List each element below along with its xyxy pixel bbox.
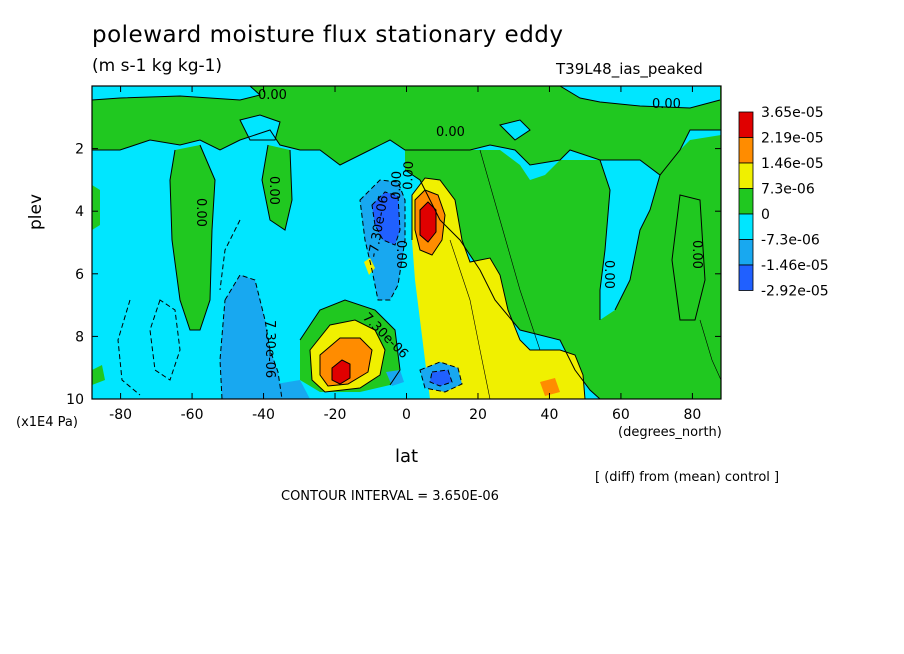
contour-thin-nh-2 bbox=[479, 149, 541, 351]
contour-neg-low-10n bbox=[419, 361, 463, 393]
fill-green-far-left bbox=[92, 185, 100, 230]
fill-green-col-40 bbox=[262, 145, 292, 230]
fill-green-upper bbox=[92, 86, 721, 175]
x-tick-label: -60 bbox=[181, 407, 204, 423]
contour-interval: CONTOUR INTERVAL = 3.650E-06 bbox=[281, 489, 499, 504]
colorbar-swatch bbox=[738, 264, 754, 291]
contour-pos-yellow-nh bbox=[411, 177, 586, 399]
fill-orange-40n bbox=[540, 378, 560, 396]
colorbar-swatch bbox=[738, 239, 754, 266]
x-axis-unit: (degrees_north) bbox=[618, 425, 722, 440]
contour-neg-blue-eq-dark bbox=[371, 191, 401, 246]
colorbar-label: 7.3e-06 bbox=[761, 182, 815, 198]
x-tick-label: 60 bbox=[612, 407, 630, 423]
contour-upper-hole-1 bbox=[239, 114, 281, 141]
contour-label: 0.00 bbox=[436, 125, 465, 140]
experiment-name: T39L48_ias_peaked bbox=[556, 60, 703, 78]
fill-cyan-top-left bbox=[92, 86, 260, 100]
y-tick-label: 6 bbox=[75, 267, 84, 283]
contour-label: 0.00 bbox=[401, 161, 417, 190]
x-tick-label: 20 bbox=[469, 407, 487, 423]
contour-label: 0.00 bbox=[266, 176, 281, 205]
fill-green-left-tongue bbox=[170, 145, 215, 330]
chart-units: (m s-1 kg kg-1) bbox=[92, 56, 223, 76]
contour-zero-col-40 bbox=[261, 144, 293, 231]
fill-red-nh bbox=[420, 202, 436, 242]
colorbar-label: -7.3e-06 bbox=[761, 233, 820, 249]
x-tick-label: 40 bbox=[541, 407, 559, 423]
contour-zero-nh bbox=[404, 169, 601, 399]
colorbar: 3.65e-05 2.19e-05 1.46e-05 7.3e-06 0 -7.3e-06… bbox=[738, 105, 829, 300]
contour-upper-hole-2 bbox=[499, 119, 531, 141]
contour-upper-top bbox=[92, 86, 721, 109]
contour-zero-upper bbox=[92, 129, 721, 176]
contour-zero-nh-right bbox=[599, 159, 661, 320]
contour-zero-left-tongue bbox=[169, 144, 216, 331]
contour-neg-blue-sh bbox=[219, 274, 283, 399]
x-tick-label: -40 bbox=[252, 407, 275, 423]
colorbar-swatch bbox=[738, 111, 754, 138]
contour-lines bbox=[92, 86, 721, 399]
y-tick-label: 8 bbox=[75, 329, 84, 345]
fill-cyan-upper-hole-3 bbox=[560, 86, 720, 108]
contour-pos-red-sh bbox=[331, 359, 351, 385]
colorbar-swatch bbox=[738, 162, 754, 189]
x-tick-label: -20 bbox=[324, 407, 347, 423]
contour-zero-nh-far bbox=[671, 194, 706, 321]
colorbar-swatch bbox=[738, 213, 754, 240]
colorbar-label: -1.46e-05 bbox=[761, 258, 829, 274]
contour-label: 0.00 bbox=[393, 240, 408, 269]
chart-title: poleward moisture flux stationary eddy bbox=[92, 22, 564, 48]
contour-neg-low-10n-dark bbox=[429, 369, 453, 387]
contour-label: 0.00 bbox=[689, 240, 704, 269]
diff-note: [ (diff) from (mean) control ] bbox=[595, 470, 780, 485]
x-axis-ticks: -80 -60 -40 -20 0 20 40 60 80 bbox=[109, 86, 701, 423]
contour-pos-yellow-sh bbox=[309, 319, 386, 393]
contour-label: 7.30e-06 bbox=[262, 320, 277, 378]
contour-label: 0.00 bbox=[389, 171, 405, 200]
contour-fill-layer bbox=[92, 86, 721, 399]
fill-green-sw-corner bbox=[92, 365, 105, 385]
contour-zero-sh-low bbox=[299, 299, 401, 386]
fill-green-nh-right bbox=[672, 195, 705, 320]
fill-blue-sh bbox=[220, 275, 282, 399]
fill-yellow-nh bbox=[412, 178, 585, 399]
contour-label: 0.00 bbox=[652, 97, 681, 112]
contour-pos-red-nh bbox=[419, 201, 437, 243]
y-tick-label: 10 bbox=[66, 392, 84, 408]
contour-label: 0.00 bbox=[601, 260, 616, 289]
contour-pos-orange-nh bbox=[414, 189, 446, 256]
colorbar-label: 2.19e-05 bbox=[761, 131, 824, 147]
y-axis-unit: (x1E4 Pa) bbox=[16, 415, 78, 430]
colorbar-swatch bbox=[738, 137, 754, 164]
colorbar-label: 1.46e-05 bbox=[761, 156, 824, 172]
contour-label: 0.00 bbox=[193, 198, 208, 227]
contour-neg-blue-eq bbox=[359, 179, 406, 301]
contour-neg-sh-inner bbox=[149, 299, 181, 381]
colorbar-label: 3.65e-05 bbox=[761, 105, 824, 121]
contour-pos-orange-sh bbox=[319, 337, 373, 387]
colorbar-label: 0 bbox=[761, 207, 770, 223]
colorbar-swatch bbox=[738, 188, 754, 215]
x-tick-label: 80 bbox=[683, 407, 701, 423]
y-tick-label: 4 bbox=[75, 204, 84, 220]
contour-thin-nh-1 bbox=[449, 239, 491, 399]
fill-green-nh bbox=[405, 135, 721, 399]
contour-neg-sh-outer bbox=[117, 219, 241, 396]
x-tick-label: -80 bbox=[109, 407, 132, 423]
colorbar-label: -2.92e-05 bbox=[761, 284, 829, 300]
fill-blue-low-10n-dark bbox=[430, 370, 452, 386]
x-tick-label: 0 bbox=[402, 407, 411, 423]
y-axis-ticks: 2 4 6 8 10 bbox=[66, 142, 721, 408]
x-axis-label: lat bbox=[395, 446, 419, 467]
contour-thin-nh-3 bbox=[699, 319, 721, 381]
fill-red-sh bbox=[332, 360, 350, 384]
y-tick-label: 2 bbox=[75, 142, 84, 158]
contour-label: 0.00 bbox=[258, 88, 287, 103]
fill-cyan-upper-hole-1 bbox=[240, 115, 280, 140]
